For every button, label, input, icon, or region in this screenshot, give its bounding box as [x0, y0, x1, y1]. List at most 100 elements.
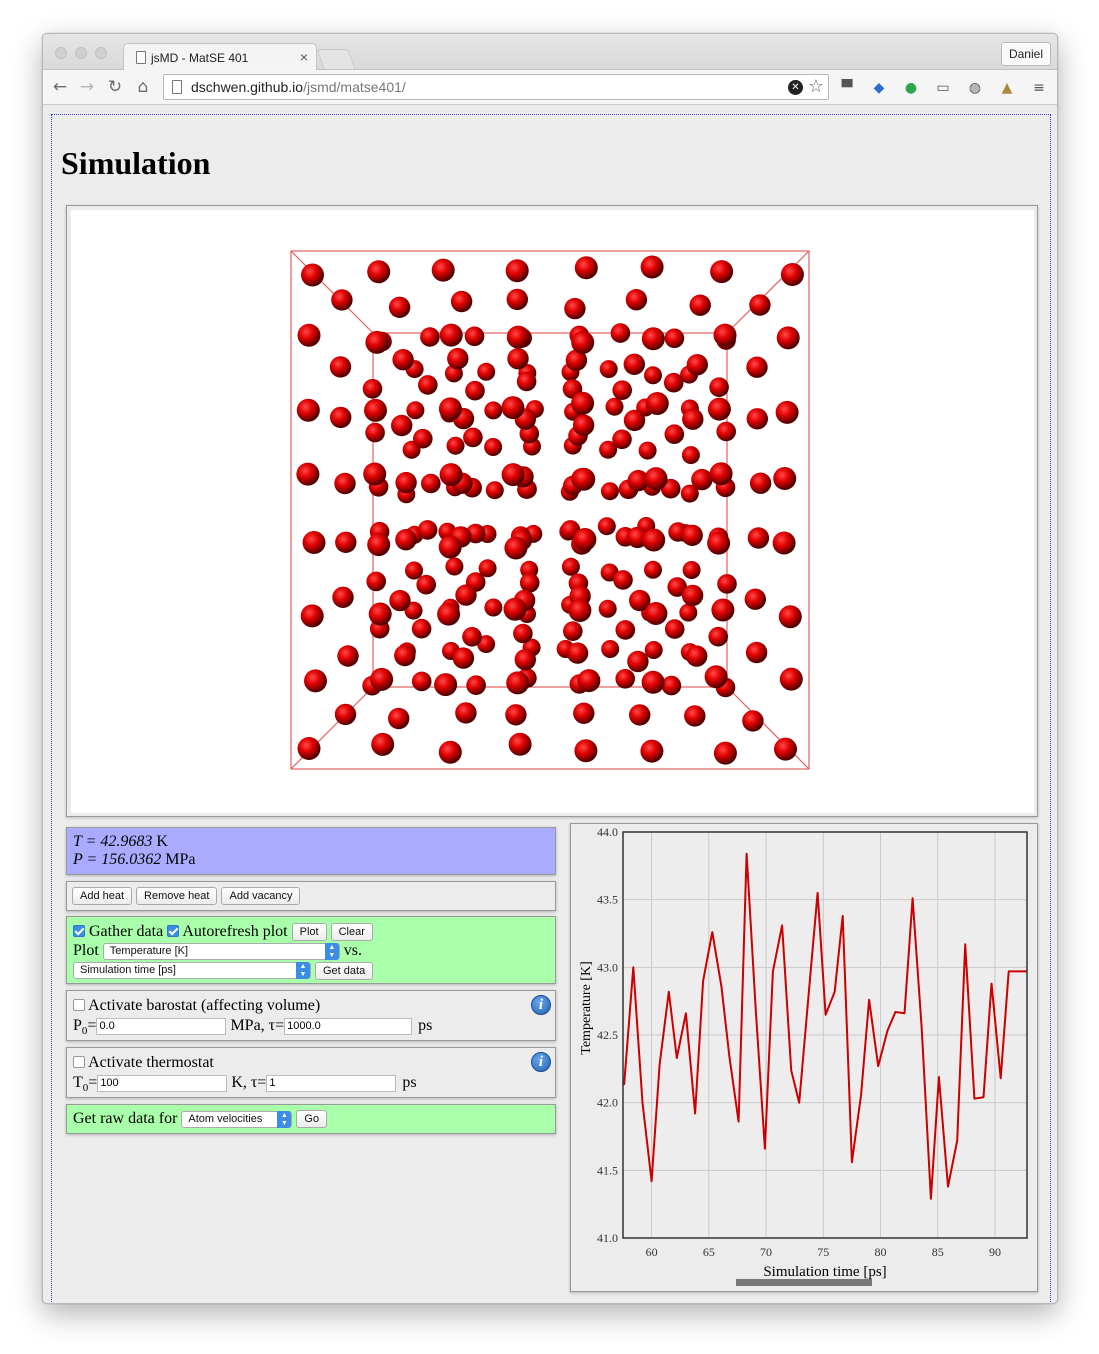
atom — [406, 401, 425, 420]
thermostat-info-icon[interactable]: i — [531, 1052, 551, 1072]
atom — [563, 621, 583, 641]
reload-icon[interactable]: ↻ — [107, 77, 123, 97]
gather-data-checkbox[interactable] — [73, 925, 85, 938]
atom — [332, 586, 354, 608]
extension-diamond-icon[interactable]: ◆ — [873, 80, 885, 96]
extension-bag-icon[interactable]: ▲ — [1001, 80, 1013, 96]
tab-close-icon[interactable]: × — [299, 49, 308, 65]
atom — [411, 618, 432, 639]
visualization-panel — [66, 205, 1038, 817]
atom — [744, 588, 766, 610]
x-tick-label: 70 — [760, 1245, 772, 1259]
atom — [704, 665, 728, 689]
atoms — [296, 255, 804, 765]
plot-button[interactable]: Plot — [291, 923, 327, 942]
atom — [505, 704, 527, 726]
t0-input[interactable]: 100 — [97, 1074, 228, 1092]
p0-input[interactable]: 0.0 — [96, 1017, 227, 1035]
atom — [572, 414, 595, 436]
minimize-window-dot[interactable] — [75, 47, 87, 59]
atom — [431, 258, 455, 282]
y-variable-select[interactable]: Temperature [K] ▲ ▼ — [102, 943, 340, 961]
barostat-info-icon[interactable]: i — [531, 995, 551, 1015]
atom — [574, 256, 598, 280]
atom-visualization-canvas[interactable] — [71, 210, 1034, 813]
atom — [389, 589, 411, 612]
page-title: Simulation — [61, 145, 211, 181]
browser-tab[interactable]: jsMD - MatSE 401 × — [123, 43, 317, 71]
clear-button[interactable]: Clear — [330, 923, 373, 942]
atom — [644, 366, 662, 385]
atom — [682, 408, 704, 430]
profile-button[interactable]: Daniel — [1000, 42, 1051, 66]
atom — [503, 597, 527, 621]
atom — [573, 702, 595, 724]
atom — [776, 326, 800, 350]
menu-icon[interactable]: ≡ — [1033, 80, 1045, 96]
atom — [627, 469, 649, 492]
blocked-icon[interactable]: ✕ — [788, 80, 803, 95]
t0-label: T0= — [73, 1074, 98, 1095]
add-heat-button[interactable]: Add heat — [72, 887, 133, 906]
extension-glasses-icon[interactable]: ▀ — [841, 80, 853, 96]
atom — [452, 647, 475, 669]
autorefresh-checkbox[interactable] — [167, 925, 180, 938]
barostat-checkbox[interactable] — [73, 999, 85, 1012]
maximize-window-dot[interactable] — [95, 47, 107, 59]
atom — [680, 484, 699, 503]
atom — [484, 598, 503, 617]
atom — [364, 398, 387, 422]
extension-globe-icon[interactable]: ◍ — [968, 80, 982, 96]
atom — [664, 424, 685, 444]
atom-scene[interactable] — [71, 210, 1034, 813]
atom — [644, 641, 663, 659]
atom — [778, 605, 802, 629]
atom — [612, 380, 632, 400]
address-bar[interactable]: dschwen.github.io/jsmd/matse401/ ✕ ☆ — [163, 74, 829, 100]
cast-icon[interactable]: ▭ — [936, 80, 950, 96]
atom — [508, 732, 532, 756]
atom — [296, 462, 320, 486]
atom — [629, 704, 651, 726]
home-icon[interactable]: ⌂ — [137, 77, 149, 97]
add-vacancy-button[interactable]: Add vacancy — [221, 887, 301, 906]
atom — [749, 472, 772, 494]
atom — [462, 627, 482, 647]
x-tick-label: 60 — [646, 1245, 658, 1259]
y-tick-label: 42.5 — [597, 1028, 618, 1042]
select-arrows-icon: ▲ ▼ — [296, 962, 310, 980]
plot-label: Plot — [73, 942, 99, 960]
back-arrow-icon[interactable]: ← — [52, 77, 68, 97]
atom — [477, 635, 496, 654]
atom — [571, 391, 595, 415]
raw-data-label: Get raw data for — [73, 1110, 178, 1127]
atom — [774, 737, 797, 761]
chart-scrollbar[interactable] — [736, 1279, 872, 1286]
close-window-dot[interactable] — [55, 47, 67, 59]
new-tab-button[interactable] — [316, 49, 356, 69]
extension-circle-icon[interactable]: ● — [904, 80, 918, 96]
get-data-button[interactable]: Get data — [315, 961, 374, 980]
atom — [640, 739, 664, 763]
atom — [615, 669, 635, 689]
atom — [418, 375, 438, 395]
bookmark-star-icon[interactable]: ☆ — [807, 76, 824, 97]
thermostat-tau-input[interactable]: 1 — [266, 1074, 397, 1092]
atom — [365, 422, 385, 443]
atom — [709, 462, 733, 486]
plot-frame — [622, 831, 1028, 1239]
atom — [484, 401, 503, 420]
atom — [331, 289, 353, 311]
atom — [644, 560, 662, 579]
barostat-tau-input[interactable]: 1000.0 — [284, 1017, 413, 1035]
thermostat-checkbox[interactable] — [73, 1056, 85, 1069]
remove-heat-button[interactable]: Remove heat — [136, 887, 218, 906]
go-button[interactable]: Go — [296, 1110, 328, 1129]
atom — [463, 427, 483, 448]
atom — [599, 440, 618, 459]
raw-data-select[interactable]: Atom velocities ▲ ▼ — [181, 1110, 293, 1128]
x-variable-select[interactable]: Simulation time [ps] ▲ ▼ — [73, 962, 311, 980]
atom — [302, 531, 326, 554]
forward-arrow-icon[interactable]: → — [79, 77, 95, 97]
atom — [478, 559, 497, 578]
